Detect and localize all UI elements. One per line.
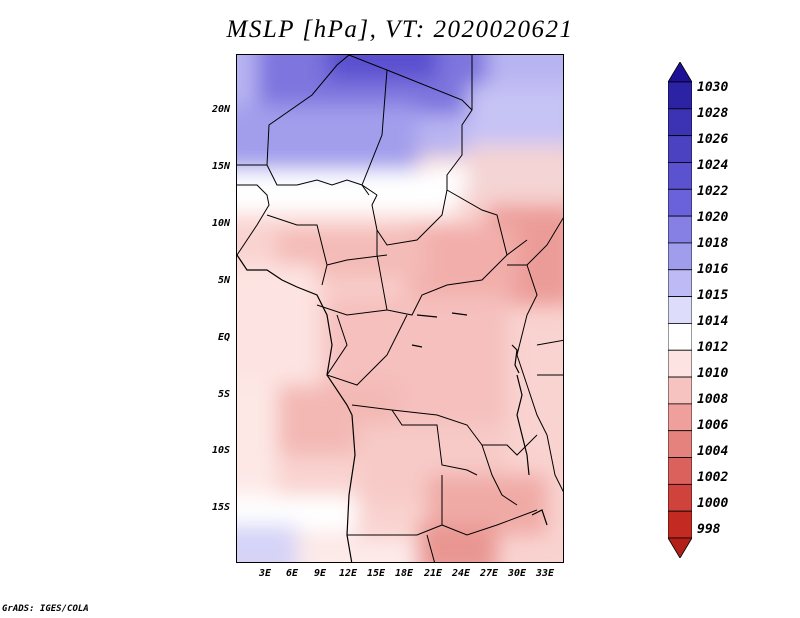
map-title: MSLP [hPa], VT: 2020020621 bbox=[226, 16, 574, 43]
lon-label: 21E bbox=[423, 568, 443, 579]
colorbar-label: 1006 bbox=[697, 418, 729, 433]
lon-label: 30E bbox=[507, 568, 527, 579]
lon-label: 27E bbox=[479, 568, 499, 579]
colorbar-label: 1026 bbox=[697, 132, 729, 147]
lon-label: 33E bbox=[535, 568, 555, 579]
colorbar-label: 998 bbox=[697, 522, 721, 537]
lon-label: 12E bbox=[338, 568, 358, 579]
lat-label: 20N bbox=[211, 104, 230, 115]
colorbar-cell bbox=[668, 269, 692, 297]
lon-label: 9E bbox=[313, 568, 327, 579]
colorbar-label: 1016 bbox=[697, 262, 729, 277]
colorbar-label: 1020 bbox=[697, 210, 729, 225]
colorbar-cell bbox=[668, 215, 692, 244]
credit-text: GrADS: IGES/COLA bbox=[2, 604, 89, 614]
colorbar-cell bbox=[668, 403, 692, 432]
colorbar-cell bbox=[668, 349, 692, 378]
lat-label: 5S bbox=[217, 389, 230, 400]
country-borders bbox=[237, 55, 563, 562]
colorbar-label: 1012 bbox=[697, 340, 729, 355]
colorbar-cell bbox=[668, 188, 692, 217]
colorbar-cell bbox=[668, 457, 692, 485]
colorbar-label: 1024 bbox=[697, 158, 729, 173]
lat-label: 15S bbox=[211, 502, 230, 513]
colorbar-cell bbox=[668, 62, 692, 83]
lon-label: 6E bbox=[285, 568, 299, 579]
coastline bbox=[237, 254, 548, 562]
colorbar-label: 1002 bbox=[697, 470, 729, 485]
lon-label: 15E bbox=[366, 568, 386, 579]
colorbar-cell bbox=[668, 323, 692, 351]
colorbar-cell bbox=[668, 296, 692, 324]
colorbar-cell bbox=[668, 376, 692, 405]
lat-label: 5N bbox=[217, 275, 230, 286]
lat-label: 15N bbox=[211, 161, 230, 172]
colorbar-label: 1022 bbox=[697, 184, 729, 199]
lon-label: 18E bbox=[394, 568, 414, 579]
colorbar-cell bbox=[668, 135, 692, 163]
colorbar-cell bbox=[668, 537, 692, 558]
colorbar-cell bbox=[668, 483, 692, 512]
colorbar-label: 1000 bbox=[697, 496, 729, 511]
colorbar-cell bbox=[668, 81, 692, 110]
colorbar-label: 1015 bbox=[697, 288, 729, 303]
lon-label: 24E bbox=[451, 568, 471, 579]
colorbar-label: 1030 bbox=[697, 80, 729, 95]
lon-label: 3E bbox=[258, 568, 272, 579]
lat-label: 10S bbox=[211, 445, 230, 456]
map-panel bbox=[236, 54, 564, 563]
colorbar-cells bbox=[668, 62, 692, 558]
colorbar-cell bbox=[668, 430, 692, 458]
colorbar bbox=[668, 62, 692, 558]
colorbar-label: 1008 bbox=[697, 392, 729, 407]
colorbar-cell bbox=[668, 162, 692, 190]
colorbar-label: 1014 bbox=[697, 314, 729, 329]
colorbar-label: 1010 bbox=[697, 366, 729, 381]
colorbar-label: 1018 bbox=[697, 236, 729, 251]
pressure-field-map bbox=[237, 55, 563, 562]
colorbar-label: 1028 bbox=[697, 106, 729, 121]
colorbar-cell bbox=[668, 242, 692, 271]
colorbar-label: 1004 bbox=[697, 444, 729, 459]
colorbar-cell bbox=[668, 108, 692, 137]
colorbar-cell bbox=[668, 510, 692, 539]
lat-label: 10N bbox=[211, 218, 230, 229]
lat-label: EQ bbox=[217, 332, 230, 343]
